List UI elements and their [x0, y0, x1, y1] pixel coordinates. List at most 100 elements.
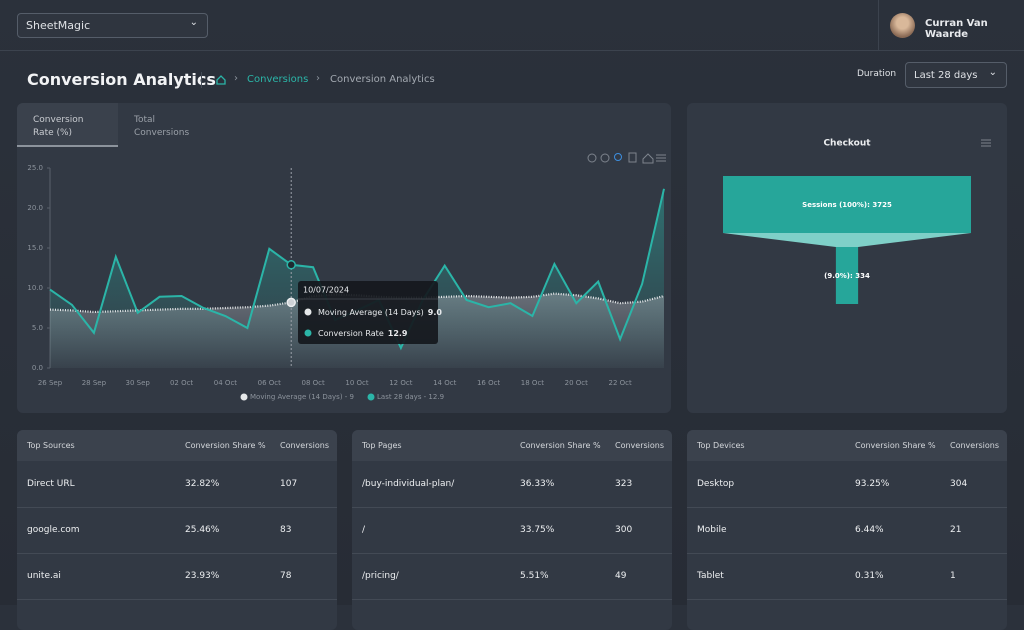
funnel-stage	[723, 176, 971, 233]
table-cell: 83	[280, 525, 292, 535]
row-divider	[687, 507, 1007, 508]
zoom-in[interactable]	[587, 153, 597, 163]
row-divider	[17, 599, 337, 600]
table-cell: 23.93%	[185, 571, 220, 581]
column-header: Conversion Share %	[855, 441, 936, 450]
zoom-out[interactable]	[600, 153, 610, 163]
legend-label: Moving Average (14 Days) - 9	[250, 393, 354, 401]
chart-toolbar	[587, 152, 666, 164]
table-cell: Tablet	[697, 571, 724, 581]
duration-select[interactable]: Last 28 days ⌄	[905, 62, 1007, 88]
top-bar: SheetMagic ⌄ Curran Van Waarde	[0, 0, 1024, 51]
table-card: Top Sources Conversion Share % Conversions…	[17, 430, 337, 630]
reset[interactable]	[642, 153, 654, 164]
column-header: Top Pages	[362, 441, 402, 450]
x-tick-label: 16 Oct	[477, 379, 500, 387]
x-tick-label: 08 Oct	[302, 379, 325, 387]
hover-point	[286, 297, 296, 308]
table-cell: 33.75%	[520, 525, 555, 535]
table-cell: 5.51%	[520, 571, 549, 581]
funnel-label: (9.0%): 334	[824, 272, 870, 280]
y-tick-label: 20.0	[27, 204, 43, 212]
legend-marker	[240, 393, 248, 401]
column-header: Top Devices	[697, 441, 745, 450]
funnel-title: Checkout	[823, 139, 871, 149]
tooltip-marker	[304, 308, 312, 316]
row-divider	[687, 553, 1007, 554]
menu[interactable]	[656, 154, 666, 162]
column-header: Conversions	[950, 441, 1000, 450]
y-tick-label: 10.0	[27, 284, 43, 292]
workspace-select[interactable]: SheetMagic ⌄	[17, 13, 208, 38]
x-tick-label: 04 Oct	[214, 379, 237, 387]
divider	[878, 0, 879, 51]
table-cell: 32.82%	[185, 479, 220, 489]
table-cell: 36.33%	[520, 479, 555, 489]
pan[interactable]	[628, 152, 637, 163]
row-divider	[17, 553, 337, 554]
x-tick-label: 14 Oct	[433, 379, 456, 387]
x-tick-label: 18 Oct	[521, 379, 544, 387]
row-divider	[17, 507, 337, 508]
table-cell: 0.31%	[855, 571, 884, 581]
x-tick-label: 06 Oct	[258, 379, 281, 387]
table-header	[352, 430, 672, 461]
tab-label: Total Conversions	[134, 115, 190, 138]
duration-label: Duration	[857, 69, 897, 79]
column-header: Conversion Share %	[185, 441, 266, 450]
row-divider	[352, 507, 672, 508]
table-header	[687, 430, 1007, 461]
tooltip-label: Conversion Rate	[318, 329, 384, 338]
table-cell: Mobile	[697, 525, 727, 535]
table-cell: unite.ai	[27, 571, 61, 581]
table-cell: /buy-individual-plan/	[362, 479, 455, 489]
table-cell: 6.44%	[855, 525, 884, 535]
divider	[201, 72, 202, 88]
row-divider	[687, 599, 1007, 600]
breadcrumb-link[interactable]: Conversions	[247, 74, 309, 85]
x-tick-label: 30 Sep	[126, 379, 151, 387]
table-cell: 107	[280, 479, 298, 489]
funnel-menu[interactable]	[981, 139, 991, 147]
table-cell: /pricing/	[362, 571, 399, 581]
table-cell: 25.46%	[185, 525, 220, 535]
table-cell: 1	[950, 571, 956, 581]
column-header: Conversions	[280, 441, 330, 450]
zoom[interactable]	[614, 153, 622, 161]
tooltip: 10/07/2024 Moving Average (14 Days) 9.0 Con…	[298, 281, 442, 344]
charts: Checkout 0.0 5.0 10.0 15.0 20.0 25.0 26 Sep 28 …	[27, 139, 991, 401]
column-header: Conversion Share %	[520, 441, 601, 450]
funnel-stage	[835, 247, 859, 304]
table-card: Top Pages Conversion Share % Conversions/b…	[352, 430, 672, 630]
legend-label: Last 28 days - 12.9	[377, 393, 444, 401]
user-name[interactable]: Curran Van Waarde	[925, 18, 988, 40]
tab[interactable]: Total Conversions	[118, 103, 218, 147]
table-cell: 300	[615, 525, 633, 535]
tooltip-row: Conversion Rate 12.9	[318, 329, 408, 338]
tooltip-label: Moving Average (14 Days)	[318, 308, 424, 317]
column-header: Conversions	[615, 441, 665, 450]
table-cell: Direct URL	[27, 479, 75, 489]
tooltip-box	[298, 281, 438, 344]
column-header: Top Sources	[27, 441, 75, 450]
y-tick-label: 15.0	[27, 244, 43, 252]
tooltip-value: 9.0	[428, 308, 443, 317]
tab-active[interactable]: Conversion Rate (%)	[17, 103, 118, 147]
x-tick-label: 10 Oct	[345, 379, 368, 387]
workspace: SheetMagic	[26, 19, 91, 32]
breadcrumb-current: Conversion Analytics	[330, 74, 435, 85]
table-cell: Desktop	[697, 479, 735, 489]
breadcrumb-sep: ›	[316, 73, 320, 84]
breadcrumb-sep: ›	[234, 73, 238, 84]
table-cell: 21	[950, 525, 962, 535]
home-icon[interactable]	[215, 74, 227, 86]
tooltip-value: 12.9	[388, 329, 408, 338]
table-cell: 78	[280, 571, 292, 581]
hover-point	[286, 260, 296, 270]
table-card: Top Devices Conversion Share % Conversions…	[687, 430, 1007, 630]
tooltip-marker	[304, 329, 312, 337]
tooltip-date: 10/07/2024	[303, 286, 349, 295]
x-tick-label: 28 Sep	[82, 379, 107, 387]
avatar[interactable]	[890, 13, 915, 38]
